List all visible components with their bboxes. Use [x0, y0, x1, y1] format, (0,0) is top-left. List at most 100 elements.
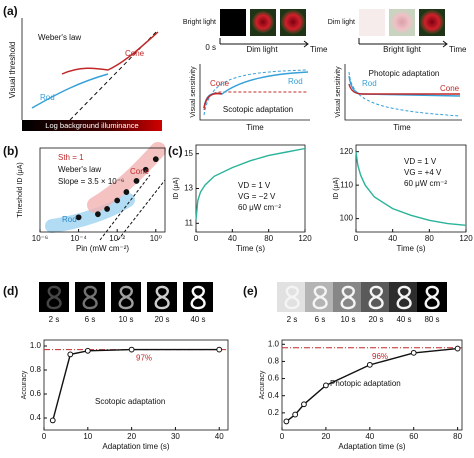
data-line: [195, 147, 306, 220]
image: [359, 9, 385, 36]
panel-label: (e): [243, 284, 258, 298]
image: [252, 11, 274, 33]
data-point: [104, 206, 111, 212]
image: [281, 10, 305, 34]
x-axis-label: Time (s): [236, 244, 265, 253]
x-tick-label: 0: [354, 234, 359, 243]
x-tick-label: 60: [409, 432, 418, 441]
y-tick-label: 100: [340, 214, 354, 223]
scotopic-schematic: Bright light 0 s Dim light Time Visual s…: [183, 9, 328, 132]
y-axis-label: Accuracy: [259, 370, 266, 399]
data-point: [94, 211, 101, 218]
axis-label: Visual threshold: [8, 42, 17, 99]
y-axis-label: Accuracy: [21, 370, 28, 399]
thumbnail-digit: [284, 285, 300, 310]
annotation: Slope = 3.5 × 10⁻⁶: [58, 177, 124, 186]
y-tick-label: 15: [184, 149, 193, 158]
annotation: VG = +4 V: [404, 168, 442, 177]
x-tick-label: 20: [127, 432, 136, 441]
annotation: Scotopic adaptation: [95, 397, 165, 406]
x-tick-label: 10⁻⁶: [32, 234, 48, 243]
plot-frame: [39, 147, 166, 233]
data-point: [454, 345, 461, 352]
y-tick-label: 0.6: [268, 374, 280, 383]
thumbnail-label: 6 s: [85, 315, 96, 324]
rod-dashed: [348, 71, 461, 117]
data-point: [216, 346, 223, 353]
plot-frame: [43, 339, 229, 431]
rod-curve: [31, 73, 109, 109]
axis-label: Visual sensitivity: [190, 66, 197, 118]
caption: Photopic adaptation: [369, 69, 440, 78]
caption: Scotopic adaptation: [223, 105, 293, 114]
thumbnail-label: 2 s: [287, 315, 298, 324]
cone-label: Cone: [125, 49, 145, 58]
reference-label: 96%: [372, 352, 388, 361]
annotation: 60 μW cm⁻²: [238, 203, 281, 212]
y-tick-label: 0.8: [30, 365, 42, 374]
illuminance-bar: [22, 120, 162, 131]
time-arrow: [358, 38, 448, 48]
thumbnail-label: 20 s: [154, 315, 169, 324]
photopic-schematic: Dim light Bright light Time Visual sensi…: [328, 9, 467, 132]
x-axis-label: Adaptation time (s): [102, 442, 169, 451]
data-point: [114, 197, 121, 204]
cone-region: [87, 142, 166, 213]
rod-label: Rod: [288, 77, 303, 86]
cone-curve: [61, 31, 159, 75]
axis-label: Time: [393, 123, 411, 132]
panel-label: (a): [3, 4, 18, 18]
cone-label: Cone: [440, 84, 460, 93]
thumbnail-digit: [340, 285, 356, 310]
y-tick-label: 0.6: [30, 389, 42, 398]
cone-label: Cone: [210, 79, 230, 88]
annotation: VD = 1 V: [238, 181, 271, 190]
y-tick-label: 0.4: [268, 391, 280, 400]
x-tick-label: 0: [42, 432, 47, 441]
annotation: Photopic adaptation: [330, 379, 401, 388]
y-tick-label: 0.4: [30, 413, 42, 422]
thumbnail-label: 80 s: [424, 315, 439, 324]
x-tick-label: 120: [459, 234, 473, 243]
thumbnail-digit: [396, 285, 412, 310]
image: [420, 10, 444, 34]
y-tick-label: 1.0: [30, 341, 42, 350]
light-label: Bright light: [183, 19, 216, 26]
data-point: [75, 214, 82, 221]
x-axis-label: Pin (mW cm⁻²): [76, 244, 129, 253]
light-label: Dim light: [328, 19, 355, 26]
stimulus-label: Dim light: [246, 45, 278, 54]
panel-label: (b): [3, 144, 18, 158]
x-axis-label: Adaptation time (s): [338, 442, 405, 451]
y-tick-label: 120: [340, 147, 354, 156]
rod-label: Rod: [362, 79, 377, 88]
annotation: Cone: [130, 167, 150, 176]
schematic-title: Weber's law: [38, 33, 81, 42]
reference-label: 97%: [136, 354, 152, 363]
data-point: [410, 349, 417, 356]
data-point: [301, 401, 307, 408]
thumbnail-label: 40 s: [190, 315, 205, 324]
thumbnail-digit: [82, 285, 98, 310]
rod-label: Rod: [40, 93, 55, 102]
y-tick-label: 0.2: [268, 408, 280, 417]
thumbnail-digit: [368, 285, 384, 310]
thumbnail-digit: [190, 285, 206, 310]
thumbnail-digit: [424, 285, 440, 310]
data-point: [84, 347, 91, 354]
thumbnail-label: 20 s: [368, 315, 383, 324]
thumbnail-label: 2 s: [49, 315, 60, 324]
annotation: 60 μW cm⁻²: [404, 179, 447, 188]
data-point: [152, 156, 159, 163]
axis-label: Visual sensitivity: [335, 66, 342, 118]
x-axis-label: Time (s): [396, 244, 425, 253]
plot-frame: [281, 339, 463, 431]
panel-label: (c): [168, 144, 183, 158]
weber-line: [99, 174, 166, 241]
y-axis-label: ID (μA): [333, 177, 340, 199]
thumbnail-digit: [46, 285, 62, 310]
x-tick-label: 10⁻⁴: [70, 234, 87, 243]
x-tick-label: 0: [194, 234, 199, 243]
x-tick-label: 40: [388, 234, 397, 243]
